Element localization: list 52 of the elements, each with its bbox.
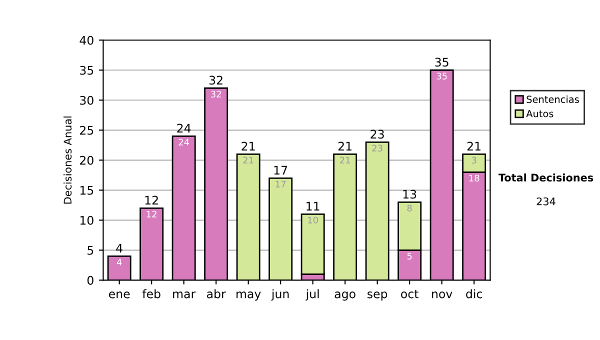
- data-label: 23: [372, 144, 382, 152]
- x-tick-label: oct: [401, 290, 418, 298]
- data-label: 3: [472, 156, 476, 164]
- data-label: 21: [243, 156, 254, 164]
- total-label: 12: [145, 196, 158, 204]
- x-tick-label: ago: [334, 292, 356, 301]
- total-label: 24: [177, 124, 191, 132]
- total-label: 21: [242, 142, 255, 150]
- data-label: 18: [469, 174, 480, 182]
- y-tick-label: 0: [87, 276, 94, 285]
- legend-label: Autos: [526, 110, 554, 118]
- x-tick-label: sep: [368, 292, 388, 301]
- total-label: 35: [435, 58, 448, 67]
- total-label: 4: [116, 244, 122, 252]
- x-tick-label: abr: [206, 289, 226, 298]
- y-tick-label: 15: [80, 186, 94, 195]
- total-label: 23: [370, 130, 384, 139]
- total-label: 11: [306, 202, 320, 210]
- y-tick-label: 40: [80, 36, 94, 45]
- data-label: 17: [276, 180, 286, 188]
- data-label: 32: [211, 90, 221, 98]
- data-label: 21: [340, 156, 350, 164]
- y-axis-title: Decisiones Anual: [64, 116, 72, 204]
- y-tick-label: 20: [80, 156, 94, 165]
- y-tick-label: 25: [80, 126, 94, 135]
- data-label: 10: [308, 216, 318, 224]
- total-label: 32: [209, 76, 222, 85]
- y-tick-label: 10: [80, 216, 94, 225]
- data-label: 24: [178, 138, 190, 146]
- y-tick-label: 30: [80, 96, 94, 105]
- total-label: 13: [403, 190, 416, 199]
- x-tick-label: jul: [306, 289, 319, 301]
- x-tick-label: feb: [142, 289, 160, 298]
- data-label: 4: [116, 258, 122, 266]
- total-label: 17: [274, 166, 288, 174]
- x-tick-label: mar: [173, 292, 196, 298]
- y-tick-label: 5: [88, 246, 94, 255]
- data-label: 8: [407, 204, 412, 212]
- data-label: 5: [407, 252, 412, 260]
- text: 234: [536, 197, 556, 206]
- legend-label: Sentencias: [526, 95, 579, 104]
- x-tick-label: may: [236, 292, 261, 301]
- text: Total Decisiones: [498, 173, 594, 182]
- data-label: 12: [146, 210, 156, 218]
- x-tick-label: dic: [466, 289, 482, 298]
- total-label: 21: [338, 142, 352, 150]
- data-label: 35: [436, 72, 447, 80]
- y-tick-label: 35: [80, 66, 94, 75]
- x-tick-label: jun: [271, 289, 289, 301]
- x-tick-label: nov: [432, 292, 452, 298]
- x-tick-label: ene: [108, 292, 130, 298]
- total-label: 21: [467, 142, 480, 150]
